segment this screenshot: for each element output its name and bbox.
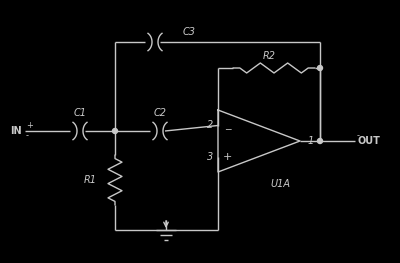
Text: IN: IN [10, 126, 22, 136]
Text: -: - [26, 132, 29, 140]
Text: +: + [223, 151, 233, 161]
Text: -: - [357, 132, 360, 140]
Text: C3: C3 [183, 27, 196, 37]
Circle shape [318, 65, 322, 70]
Text: U1A: U1A [270, 179, 290, 189]
Circle shape [318, 139, 322, 144]
Text: C2: C2 [154, 108, 166, 118]
Text: 3: 3 [207, 151, 213, 161]
Text: 1: 1 [308, 136, 314, 146]
Text: R2: R2 [262, 51, 276, 61]
Text: R1: R1 [84, 175, 97, 185]
Text: C1: C1 [74, 108, 86, 118]
Text: OUT: OUT [358, 136, 381, 146]
Text: _: _ [225, 119, 231, 129]
Text: 2: 2 [207, 120, 213, 130]
Text: +: + [26, 122, 33, 130]
Circle shape [112, 129, 118, 134]
